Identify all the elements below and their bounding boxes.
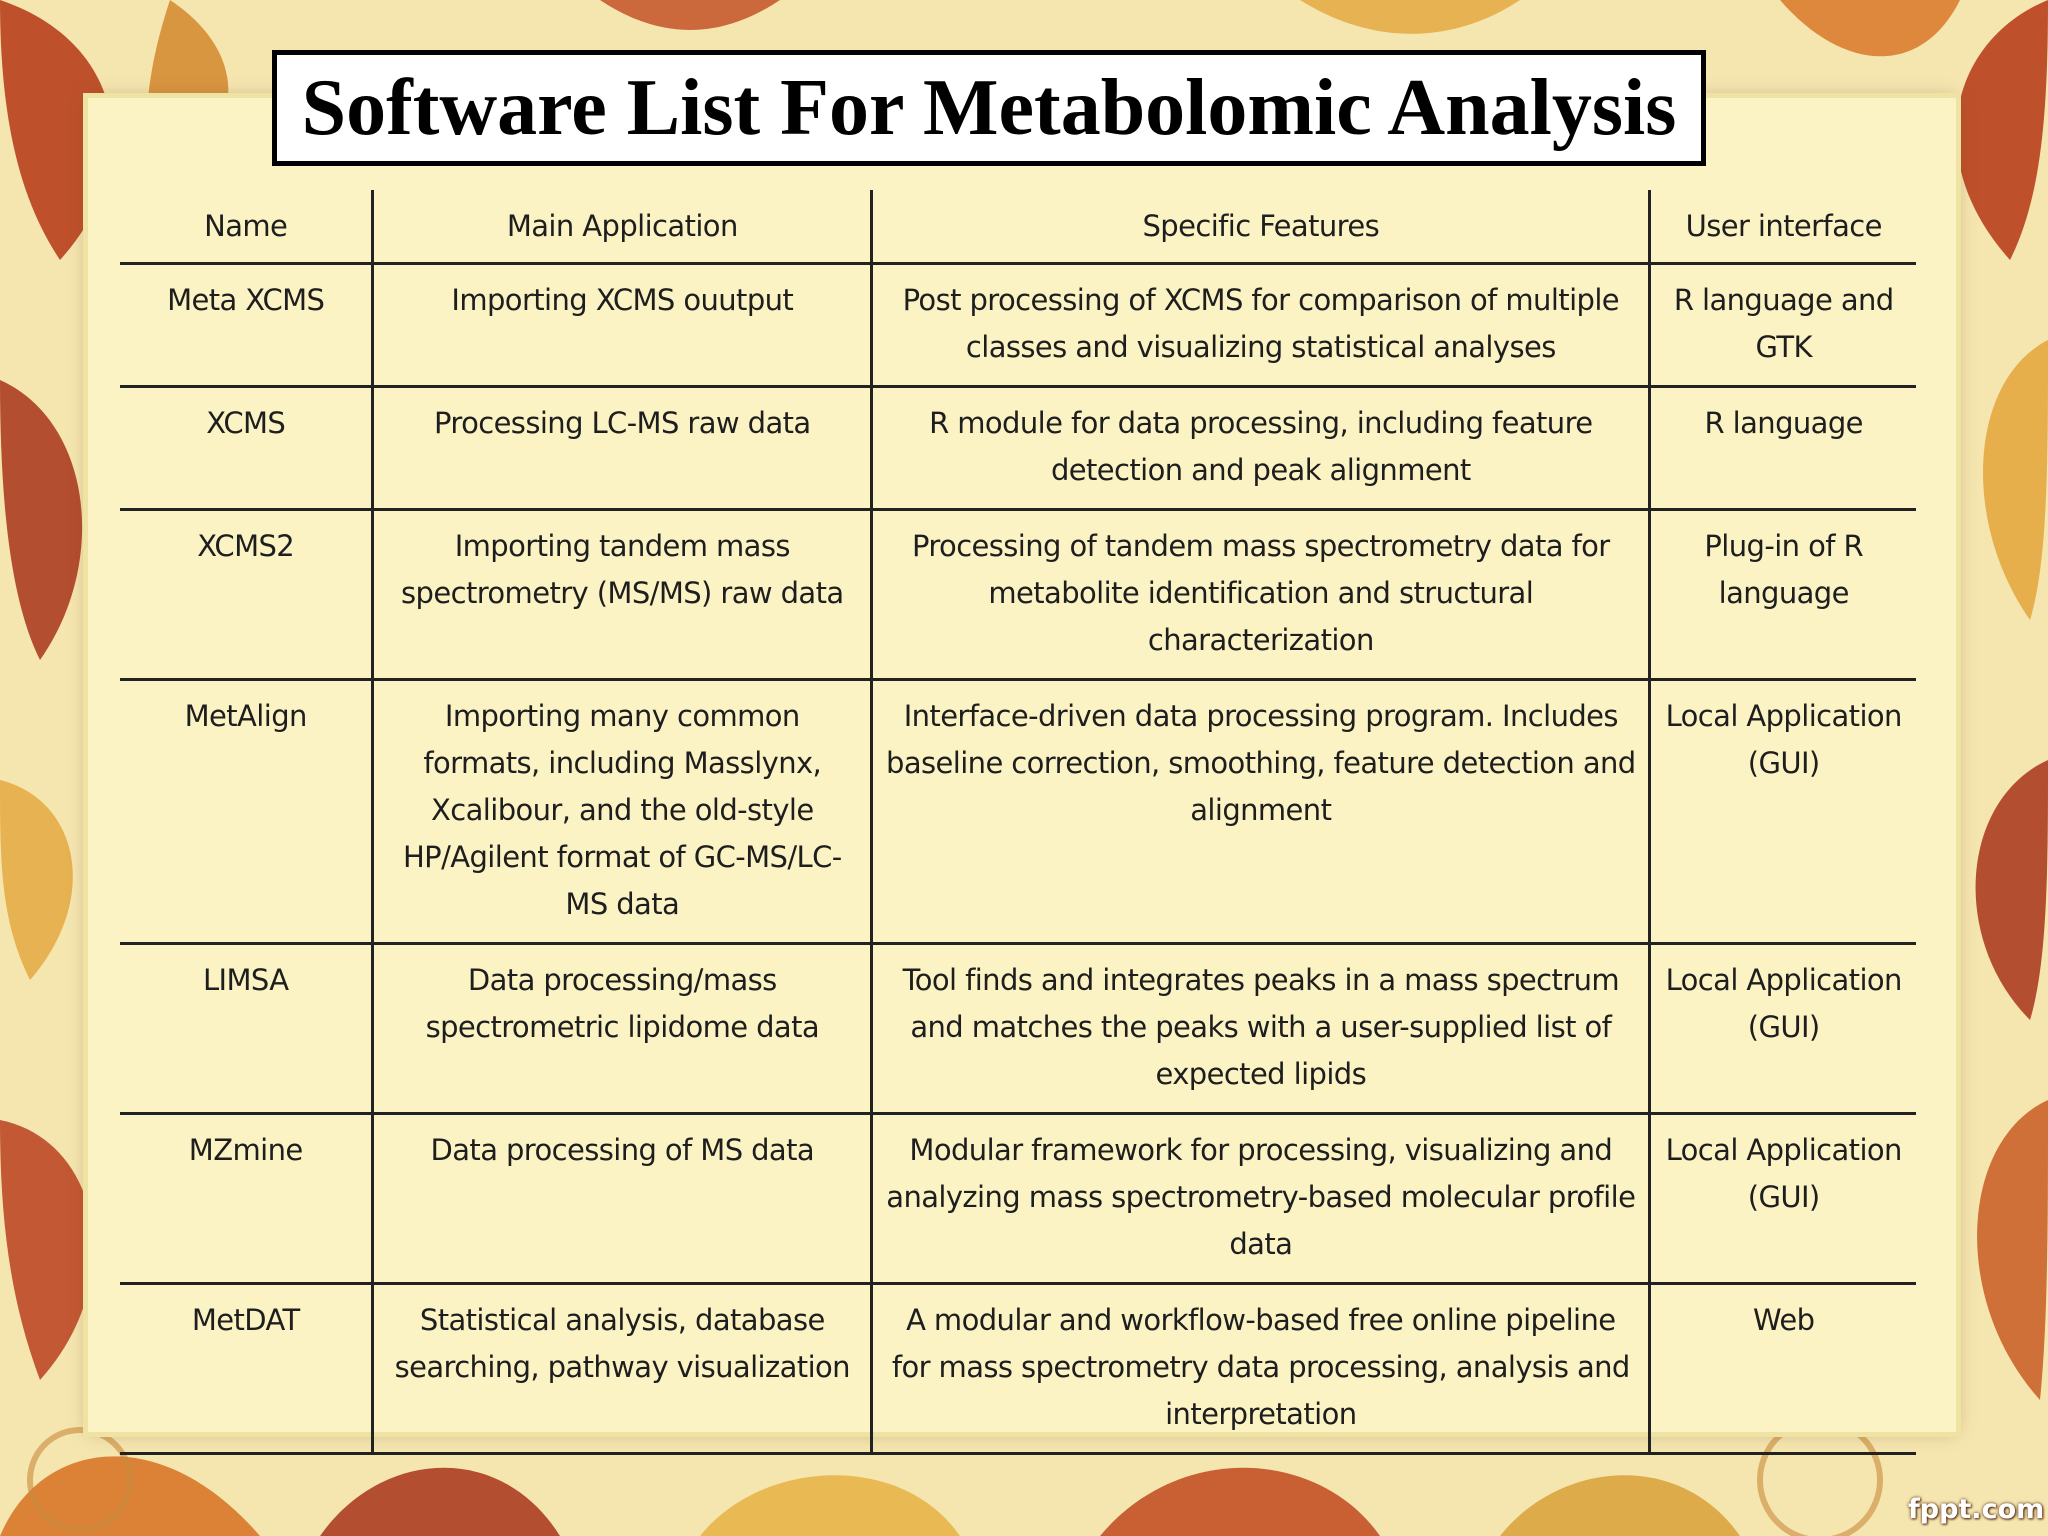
cell-name: LIMSA <box>120 943 375 1115</box>
cell-name: MetDAT <box>120 1283 375 1455</box>
cell-specific-features: Processing of tandem mass spectrometry d… <box>870 509 1652 681</box>
cell-main-application: Data processing/mass spectrometric lipid… <box>371 943 874 1115</box>
cell-specific-features: Tool finds and integrates peaks in a mas… <box>870 943 1652 1115</box>
cell-main-application: Data processing of MS data <box>371 1113 874 1285</box>
cell-main-application: Importing XCMS ouutput <box>371 263 874 388</box>
slide-title: Software List For Metabolomic Analysis <box>301 64 1677 152</box>
table-header-row: Name Main Application Specific Features … <box>120 190 1916 265</box>
cell-name: XCMS <box>120 386 375 511</box>
header-name: Name <box>120 190 375 265</box>
cell-user-interface: Local Application (GUI) <box>1648 943 1916 1115</box>
title-box: Software List For Metabolomic Analysis <box>272 50 1706 166</box>
software-table: Name Main Application Specific Features … <box>120 190 1916 1455</box>
cell-main-application: Importing tandem mass spectrometry (MS/M… <box>371 509 874 681</box>
header-main-application: Main Application <box>371 190 874 265</box>
cell-specific-features: A modular and workflow-based free online… <box>870 1283 1652 1455</box>
header-user-interface: User interface <box>1648 190 1916 265</box>
header-specific-features: Specific Features <box>870 190 1652 265</box>
cell-name: MetAlign <box>120 679 375 945</box>
cell-user-interface: R language and GTK <box>1648 263 1916 388</box>
table-row: MetDAT Statistical analysis, database se… <box>120 1283 1916 1455</box>
cell-user-interface: Plug-in of R language <box>1648 509 1916 681</box>
cell-name: XCMS2 <box>120 509 375 681</box>
cell-name: Meta XCMS <box>120 263 375 388</box>
cell-specific-features: R module for data processing, including … <box>870 386 1652 511</box>
table-row: XCMS Processing LC-MS raw data R module … <box>120 386 1916 511</box>
table-row: Meta XCMS Importing XCMS ouutput Post pr… <box>120 263 1916 388</box>
cell-specific-features: Modular framework for processing, visual… <box>870 1113 1652 1285</box>
cell-user-interface: Web <box>1648 1283 1916 1455</box>
cell-main-application: Processing LC-MS raw data <box>371 386 874 511</box>
table-row: MetAlign Importing many common formats, … <box>120 679 1916 945</box>
cell-main-application: Importing many common formats, including… <box>371 679 874 945</box>
cell-specific-features: Post processing of XCMS for comparison o… <box>870 263 1652 388</box>
cell-user-interface: Local Application (GUI) <box>1648 1113 1916 1285</box>
footer-watermark[interactable]: fppt.com <box>1908 1494 2045 1525</box>
cell-user-interface: R language <box>1648 386 1916 511</box>
cell-main-application: Statistical analysis, database searching… <box>371 1283 874 1455</box>
cell-name: MZmine <box>120 1113 375 1285</box>
table-row: XCMS2 Importing tandem mass spectrometry… <box>120 509 1916 681</box>
table-row: MZmine Data processing of MS data Modula… <box>120 1113 1916 1285</box>
cell-user-interface: Local Application (GUI) <box>1648 679 1916 945</box>
table-row: LIMSA Data processing/mass spectrometric… <box>120 943 1916 1115</box>
cell-specific-features: Interface-driven data processing program… <box>870 679 1652 945</box>
